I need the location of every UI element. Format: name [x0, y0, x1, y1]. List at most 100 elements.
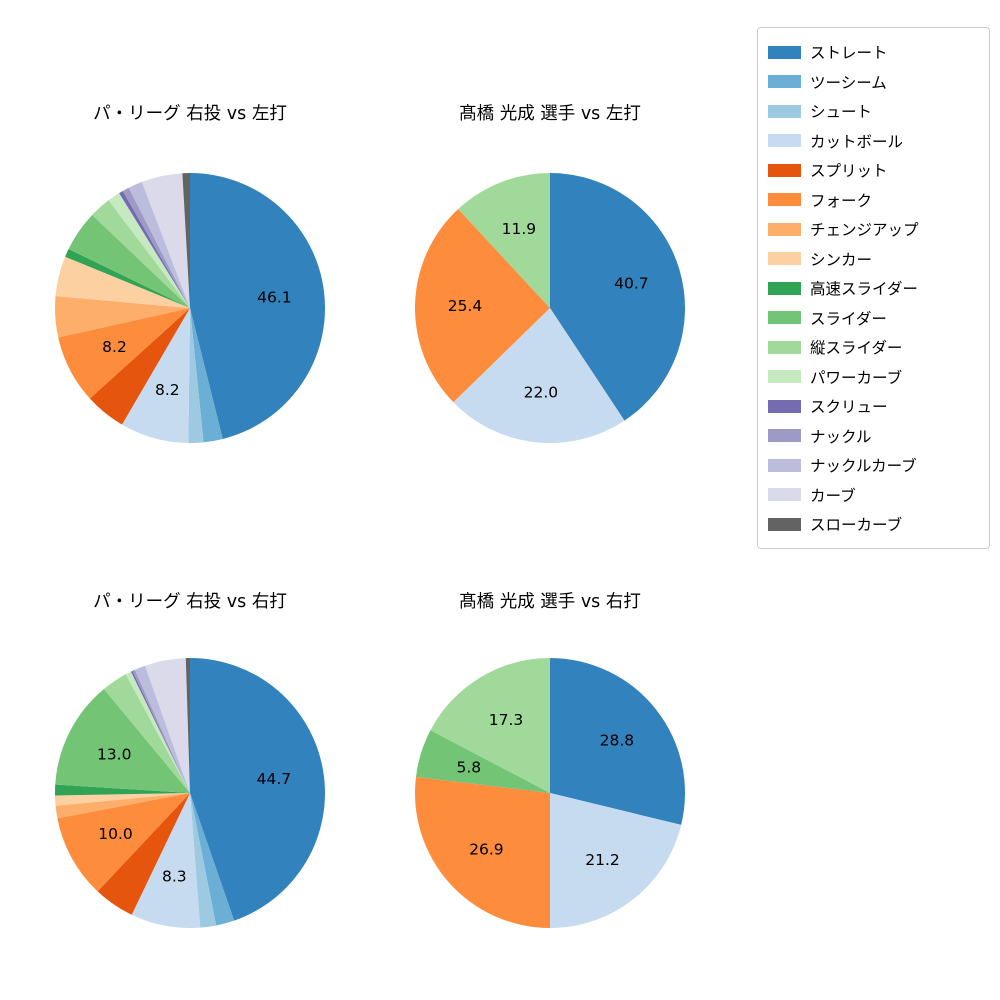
legend-item: 縦スライダー: [768, 333, 979, 361]
pie3-title: パ・リーグ 右投 vs 右打: [93, 592, 287, 612]
legend-swatch-icon: [768, 517, 801, 531]
pie2-title: 髙橋 光成 選手 vs 左打: [459, 104, 641, 124]
legend-swatch-icon: [768, 45, 801, 59]
pie-slice: [103, 674, 190, 793]
legend-item: 高速スライダー: [768, 274, 979, 302]
pie-slice: [54, 784, 190, 796]
pie-percent-label: 40.7: [614, 275, 649, 293]
pie-slice: [190, 308, 223, 443]
pie-slice: [55, 256, 190, 308]
pie-slice: [108, 193, 190, 308]
pie-percent-label: 17.3: [489, 711, 524, 729]
legend-swatch-icon: [768, 252, 801, 265]
legend-item: スローカーブ: [768, 510, 979, 538]
pie-slice: [430, 658, 550, 793]
pie-percent-label: 26.9: [469, 840, 504, 858]
legend-item: スクリュー: [768, 392, 979, 420]
legend-label: ナックルカーブ: [810, 457, 917, 475]
pie-slice: [190, 658, 325, 921]
pie-slice: [190, 793, 235, 926]
pie-percent-label: 10.0: [98, 825, 133, 843]
pie-slice: [141, 173, 190, 308]
legend-item: スプリット: [768, 156, 979, 184]
legend-swatch-icon: [768, 222, 801, 236]
pie-percent-label: 5.8: [456, 759, 481, 777]
legend-item: シュート: [768, 97, 979, 125]
pie-slice: [65, 248, 190, 308]
pie4-title: 髙橋 光成 選手 vs 右打: [459, 592, 641, 612]
pie-slice: [415, 730, 550, 793]
pie-slice: [125, 671, 190, 793]
legend-label: スプリット: [810, 162, 888, 180]
pie-slice: [54, 296, 190, 338]
legend-swatch-icon: [768, 281, 801, 295]
pie-slice: [130, 670, 190, 793]
pie-percent-label: 28.8: [600, 732, 635, 750]
legend-item: パワーカーブ: [768, 363, 979, 391]
pie-slice: [131, 793, 201, 929]
pie-percent-label: 44.7: [257, 770, 292, 788]
pie-slice: [57, 793, 190, 892]
pie2-plot: 40.7 22.0 25.4 11.9: [415, 173, 685, 443]
pie-slice: [134, 665, 190, 793]
pie-percent-label: 25.4: [448, 297, 483, 315]
pie1-plot: 46.1 8.2 8.2: [54, 173, 326, 444]
legend-label: カーブ: [810, 486, 856, 505]
legend-item: ナックルカーブ: [768, 451, 979, 479]
pie-slice: [190, 173, 326, 439]
pie-percent-label: 21.2: [585, 851, 620, 869]
legend-item: チェンジアップ: [768, 215, 979, 243]
legend-swatch-icon: [768, 163, 801, 177]
pie-slice: [550, 173, 685, 421]
pie-slice: [414, 776, 550, 928]
legend-item: スライダー: [768, 304, 979, 332]
legend-item: ストレート: [768, 38, 979, 66]
legend-swatch-icon: [768, 488, 801, 501]
legend-swatch-icon: [768, 193, 801, 206]
legend-swatch-icon: [768, 311, 801, 324]
pie-slice: [145, 658, 190, 793]
legend-item: フォーク: [768, 186, 979, 214]
pie-slice: [122, 187, 190, 308]
legend-item: シンカー: [768, 245, 979, 273]
pie-percent-label: 8.2: [102, 338, 127, 356]
pie-slice: [132, 669, 190, 793]
legend-label: ストレート: [810, 44, 888, 62]
pie-slice: [119, 190, 190, 308]
pie-slice: [458, 173, 550, 308]
legend-label: パワーカーブ: [810, 368, 903, 387]
legend-item: ツーシーム: [768, 68, 979, 96]
pie-slice: [185, 658, 190, 793]
pie-slice: [68, 214, 190, 308]
legend-item: カーブ: [768, 481, 979, 509]
pie-percent-label: 46.1: [257, 289, 292, 307]
legend-label: チェンジアップ: [810, 221, 919, 239]
pie-percent-label: 22.0: [524, 384, 559, 402]
legend-swatch-icon: [768, 134, 801, 147]
legend-swatch-icon: [768, 104, 801, 118]
pie-percent-label: 13.0: [97, 745, 132, 763]
pie-slice: [58, 308, 190, 399]
legend-label: スライダー: [810, 309, 887, 328]
pie-percent-label: 11.9: [502, 220, 537, 238]
pie3-plot: 44.7 8.3 10.0 13.0: [54, 658, 325, 929]
pie-slice: [92, 200, 190, 308]
legend-label: 高速スライダー: [810, 280, 918, 298]
pie-slice: [55, 793, 190, 806]
pie-percent-label: 8.3: [162, 868, 187, 886]
legend: ストレート ツーシーム シュート カットボール スプリット フォーク チェンジアップ シンカー…: [757, 27, 990, 549]
pie-slice: [55, 688, 190, 793]
pie-slice: [453, 308, 625, 443]
legend-label: フォーク: [810, 191, 873, 210]
pie-percent-label: 8.2: [155, 381, 180, 399]
pie-slice: [55, 793, 190, 819]
legend-swatch-icon: [768, 75, 801, 88]
pie-slice: [89, 308, 190, 425]
pie-slice: [97, 793, 190, 915]
legend-swatch-icon: [768, 399, 801, 413]
legend-swatch-icon: [768, 429, 801, 442]
pie-slice: [190, 793, 217, 928]
pie4-plot: 28.8 21.2 26.9 5.8 17.3: [414, 658, 686, 928]
legend-label: シンカー: [810, 250, 873, 269]
